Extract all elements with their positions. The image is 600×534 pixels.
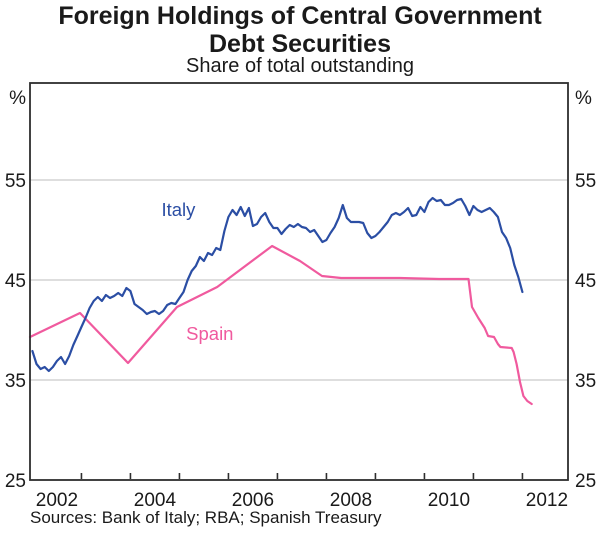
chart-title: Foreign Holdings of Central Government D… [0, 2, 600, 58]
x-axis-label: 2008 [330, 490, 372, 511]
y-axis-label-left: 55 [5, 171, 26, 192]
x-axis-label: 2010 [428, 490, 470, 511]
series-line-spain [28, 244, 533, 406]
y-axis-label-left: 35 [5, 371, 26, 392]
y-axis-label-left: 45 [5, 271, 26, 292]
x-axis-label: 2002 [36, 490, 78, 511]
x-axis-label: 2012 [526, 490, 568, 511]
source-note: Sources: Bank of Italy; RBA; Spanish Tre… [30, 508, 382, 527]
chart-title-line1: Foreign Holdings of Central Government [58, 2, 542, 30]
series-label-italy: Italy [161, 199, 196, 220]
unit-label-right: % [575, 88, 592, 109]
chart-title-line2: Debt Securities [208, 30, 391, 58]
y-axis-label-left: 25 [5, 471, 26, 492]
unit-label-left: % [9, 88, 26, 109]
y-axis-label-right: 25 [575, 471, 596, 492]
plot-border [29, 82, 569, 481]
x-axis-label: 2004 [134, 490, 177, 511]
y-axis-label-right: 35 [575, 371, 596, 392]
series-label-spain: Spain [186, 323, 233, 344]
x-axis-label: 2006 [232, 490, 274, 511]
series-line-italy [31, 196, 524, 373]
y-axis-label-right: 45 [575, 271, 596, 292]
y-axis-label-right: 55 [575, 171, 596, 192]
chart-subtitle: Share of total outstanding [186, 55, 414, 77]
